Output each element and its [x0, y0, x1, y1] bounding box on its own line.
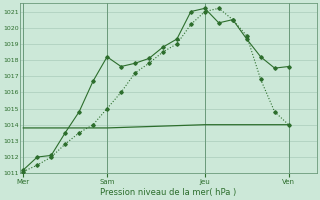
X-axis label: Pression niveau de la mer( hPa ): Pression niveau de la mer( hPa )	[100, 188, 236, 197]
